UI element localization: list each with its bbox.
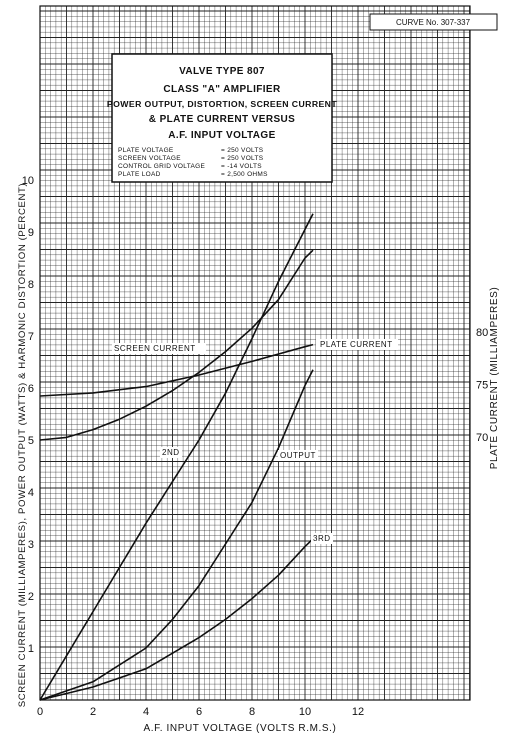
title-line-1: VALVE TYPE 807 (179, 66, 265, 77)
y-left-tick-label: 7 (28, 331, 34, 343)
x-tick-label: 4 (143, 706, 149, 718)
curve-id-box: CURVE No. 307-337 (369, 13, 498, 31)
curves (39, 213, 314, 701)
series-label-2nd: 2ND (162, 448, 180, 457)
y-left-tick-label: 1 (28, 643, 34, 655)
title-line-5: A.F. INPUT VOLTAGE (168, 130, 275, 141)
title-line-2: CLASS "A" AMPLIFIER (163, 84, 281, 95)
condition-label-3: CONTROL GRID VOLTAGE (118, 163, 206, 170)
y-left-tick-label: 10 (22, 175, 34, 187)
condition-label-1: PLATE VOLTAGE (118, 147, 174, 154)
y-left-tick-label: 4 (28, 487, 34, 499)
x-tick-label: 2 (90, 706, 96, 718)
y-axis-right-title: PLATE CURRENT (MILLIAMPERES) (489, 287, 500, 470)
series-line-screen-current (39, 249, 314, 441)
series-label-output: OUTPUT (280, 451, 316, 460)
condition-value-4: = 2,500 OHMS (221, 171, 268, 178)
y-right-tick-label: 80 (476, 327, 488, 339)
y-left-tick-label: 2 (28, 591, 34, 603)
condition-label-4: PLATE LOAD (118, 171, 161, 178)
y-left-tick-label: 3 (28, 539, 34, 551)
series-label-plate-current: PLATE CURRENT (320, 340, 393, 349)
y-left-tick-label: 8 (28, 279, 34, 291)
title-box: VALVE TYPE 807 CLASS "A" AMPLIFIER POWER… (107, 53, 337, 183)
y-right-tick-label: 75 (476, 380, 488, 392)
series-line-plate-current (39, 343, 314, 397)
series-label-3rd: 3RD (313, 534, 331, 543)
condition-value-2: = 250 VOLTS (221, 155, 264, 162)
y-left-tick-label: 5 (28, 435, 34, 447)
condition-value-3: = -14 VOLTS (221, 163, 262, 170)
y-right-tick-label: 70 (476, 432, 488, 444)
curve-id-text: CURVE No. 307-337 (396, 18, 471, 27)
curve-labels: SCREEN CURRENT PLATE CURRENT 2ND OUTPUT … (112, 339, 398, 544)
condition-value-1: = 250 VOLTS (221, 147, 264, 154)
x-tick-label: 6 (196, 706, 202, 718)
x-tick-label: 12 (352, 706, 364, 718)
x-tick-label: 8 (249, 706, 255, 718)
series-line-2nd (39, 213, 314, 701)
series-line-output (39, 369, 314, 701)
title-line-3: POWER OUTPUT, DISTORTION, SCREEN CURRENT (107, 99, 337, 109)
y-axis-left-title: SCREEN CURRENT (MILLIAMPERES), POWER OUT… (17, 183, 28, 708)
x-tick-label: 10 (299, 706, 311, 718)
y-left-tick-label: 9 (28, 227, 34, 239)
x-tick-label: 0 (37, 706, 43, 718)
plot-border (39, 5, 471, 701)
title-line-4: & PLATE CURRENT VERSUS (149, 114, 295, 125)
series-line-3rd (39, 538, 314, 701)
condition-label-2: SCREEN VOLTAGE (118, 155, 181, 162)
x-axis-title: A.F. INPUT VOLTAGE (VOLTS R.M.S.) (144, 723, 337, 734)
series-label-screen-current: SCREEN CURRENT (114, 344, 196, 353)
y-left-tick-label: 6 (28, 383, 34, 395)
